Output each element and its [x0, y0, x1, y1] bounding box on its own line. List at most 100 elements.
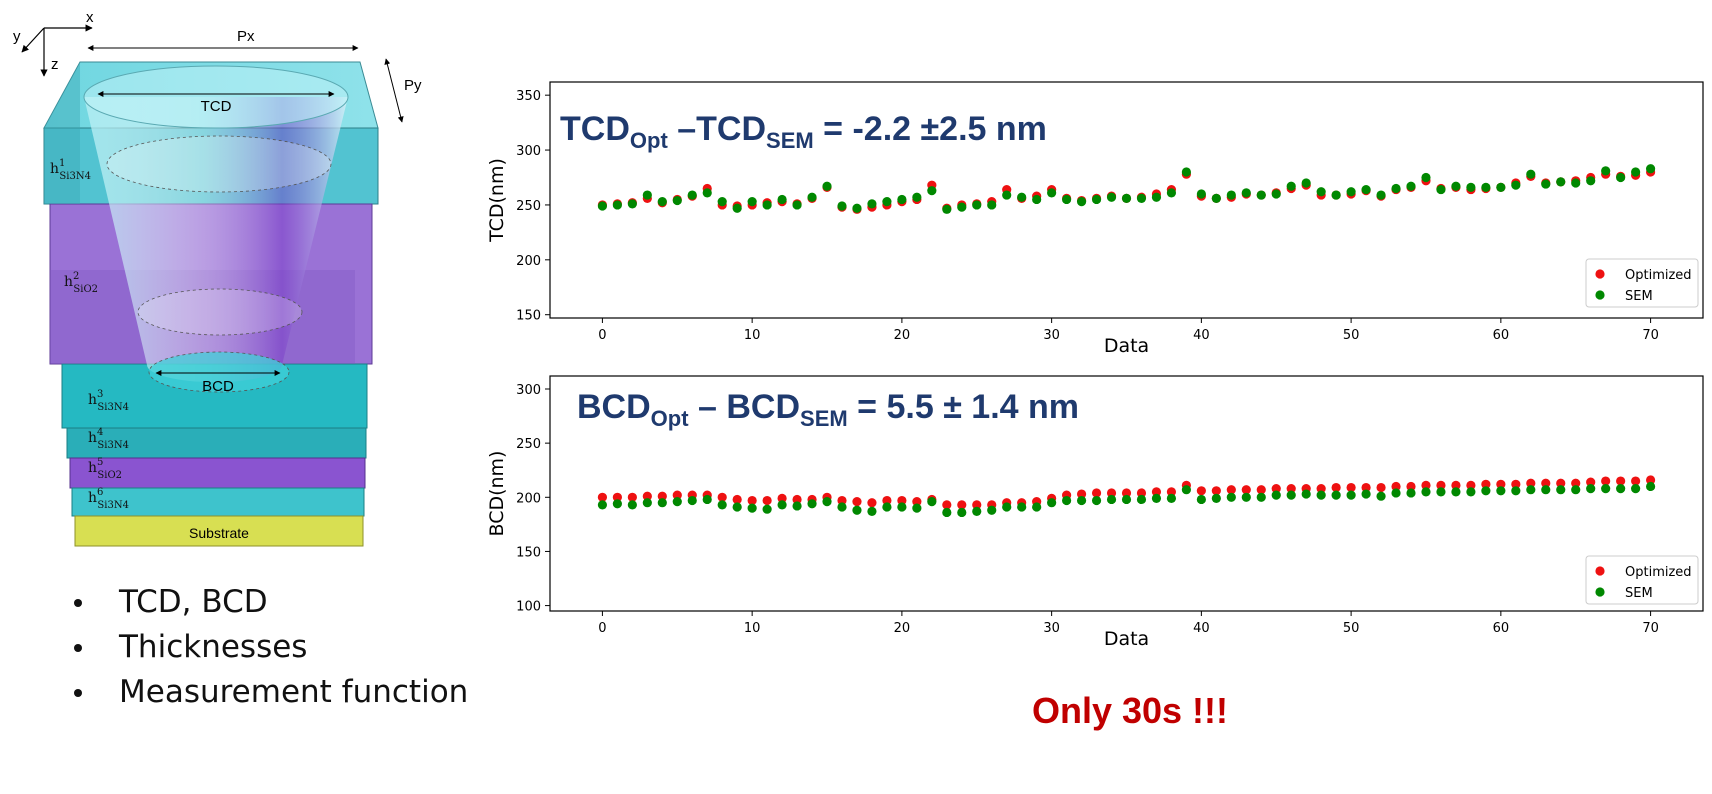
sem-point — [867, 506, 877, 516]
sem-point — [1391, 488, 1401, 498]
optimized-point — [1121, 488, 1132, 498]
optimized-point — [1286, 484, 1296, 494]
sem-point — [972, 506, 982, 516]
sem-point — [1181, 167, 1191, 177]
sem-point — [1586, 176, 1596, 186]
bullet-item: TCD, BCD — [68, 580, 468, 625]
sem-point — [1645, 481, 1656, 492]
x-tick-label: 60 — [1493, 621, 1510, 636]
sem-point — [1151, 192, 1162, 202]
sem-point — [612, 200, 622, 210]
optimized-point — [732, 494, 742, 505]
sem-point — [657, 498, 667, 508]
layer-labels: h1 Si3N4 h2 SiO2 h3 Si3N4 h4 Si3N4 h5 SiO2 h6… — [50, 158, 129, 511]
sem-point — [1616, 484, 1626, 494]
footnote-text: Only 30s !!! — [1031, 690, 1229, 731]
sem-point — [1631, 484, 1641, 494]
sem-point — [1256, 492, 1266, 502]
sem-point — [597, 500, 608, 510]
sem-point — [1421, 172, 1431, 183]
layer-label-2: h2 SiO2 — [64, 271, 98, 295]
sem-point — [1166, 188, 1177, 198]
sem-point — [1391, 183, 1401, 194]
sem-point — [1436, 184, 1446, 195]
legend-marker — [1595, 290, 1605, 300]
sem-point — [1361, 489, 1371, 499]
sem-point — [912, 192, 922, 202]
sem-point — [1032, 194, 1042, 205]
axis-triad: x y z — [13, 9, 94, 77]
optimized-point — [1526, 478, 1536, 488]
x-tick-label: 0 — [598, 328, 606, 343]
optimized-point — [942, 500, 952, 510]
optimized-point — [1211, 486, 1221, 496]
legend-label: Optimized — [1625, 565, 1692, 580]
substrate-label: Substrate — [189, 525, 249, 541]
feature-list: TCD, BCD Thicknesses Measurement functio… — [68, 580, 468, 715]
sem-point — [1496, 486, 1506, 496]
optimized-point — [597, 492, 608, 502]
optimized-point — [792, 494, 802, 505]
x-tick-label: 70 — [1642, 328, 1659, 343]
sem-point — [1211, 193, 1221, 203]
legend: Optimized SEM — [1585, 258, 1699, 308]
sem-point — [1047, 498, 1057, 508]
sem-point — [1571, 485, 1581, 495]
y-axis-label: TCD(nm) — [486, 158, 508, 243]
optimized-point — [972, 500, 982, 510]
optimized-point — [837, 495, 847, 506]
optimized-point — [882, 495, 892, 506]
x-tick-label: 40 — [1193, 328, 1210, 343]
optimized-point — [1316, 484, 1326, 494]
sem-point — [1526, 169, 1536, 179]
sem-point — [1091, 495, 1102, 506]
tcd-label: TCD — [201, 98, 232, 115]
x-tick-label: 0 — [598, 621, 606, 636]
layer-stack-diagram: x y z Px Py TCD BCD h1 Si3N4 h2 SiO2 h3 Si3… — [13, 9, 422, 547]
optimized-point — [1556, 478, 1566, 488]
layer-4 — [66, 427, 367, 459]
optimized-point — [612, 492, 622, 502]
y-tick-label: 100 — [516, 600, 541, 615]
y-tick-label: 300 — [516, 144, 541, 159]
optimized-point — [1196, 486, 1206, 496]
sem-point — [1451, 487, 1461, 497]
sem-point — [957, 202, 967, 212]
sem-point — [1136, 494, 1147, 505]
optimized-point — [1241, 485, 1251, 495]
sem-point — [792, 200, 802, 210]
sem-point — [642, 498, 652, 508]
sem-point — [1481, 182, 1491, 192]
sem-point — [987, 505, 997, 515]
sem-point — [1106, 494, 1117, 505]
sem-point — [942, 204, 952, 214]
sem-point — [717, 500, 727, 510]
sem-point — [1166, 493, 1177, 503]
sem-point — [1091, 194, 1102, 205]
sem-point — [732, 203, 742, 213]
x-tick-label: 10 — [744, 328, 761, 343]
x-tick-label: 30 — [1043, 328, 1060, 343]
sem-point — [762, 200, 772, 210]
sem-point — [987, 200, 997, 210]
sem-point — [1316, 490, 1326, 500]
optimized-point — [1166, 487, 1177, 497]
sem-point — [852, 203, 862, 213]
period-y-label: Py — [404, 77, 422, 94]
optimized-point — [1136, 488, 1147, 498]
y-tick-label: 350 — [516, 89, 541, 104]
optimized-point — [1631, 476, 1641, 486]
sem-point — [897, 194, 907, 205]
x-tick-label: 40 — [1193, 621, 1210, 636]
optimized-point — [747, 495, 757, 506]
sem-point — [1346, 187, 1356, 197]
sem-point — [1076, 495, 1087, 506]
sem-point — [1032, 502, 1042, 512]
sem-point — [927, 497, 937, 507]
sem-point — [1541, 179, 1551, 189]
optimized-point — [1571, 478, 1581, 488]
sem-point — [837, 201, 847, 211]
sem-point — [1556, 177, 1566, 187]
